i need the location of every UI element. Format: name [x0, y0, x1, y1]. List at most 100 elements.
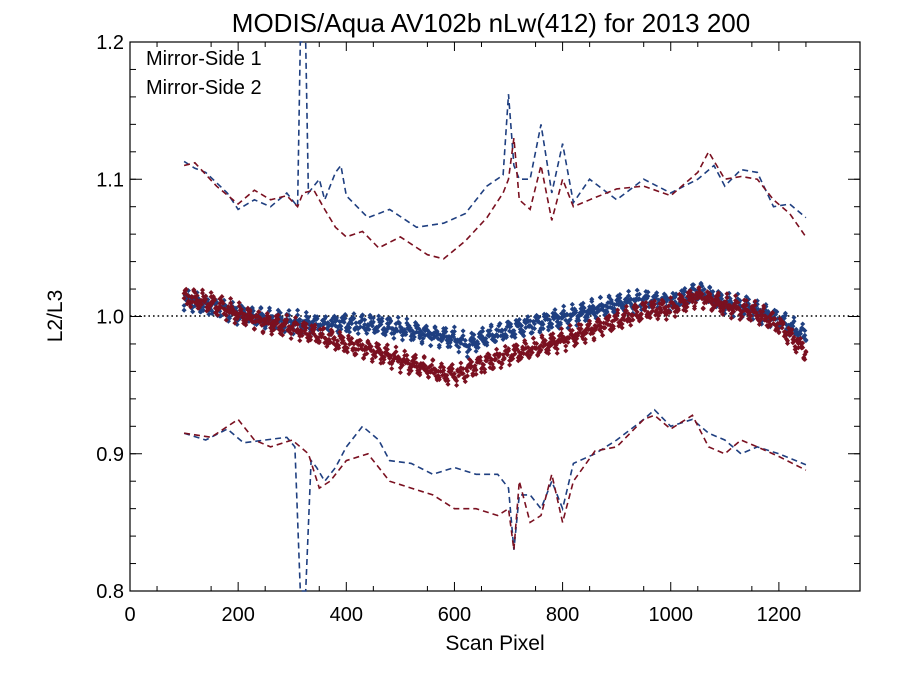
data-point — [492, 357, 499, 363]
data-point — [346, 329, 353, 335]
legend-mirror-side-2: Mirror-Side 2 — [146, 77, 262, 99]
data-point — [460, 366, 466, 372]
data-point — [319, 331, 326, 337]
data-point — [460, 333, 466, 339]
data-point — [554, 346, 560, 352]
data-point — [334, 315, 340, 321]
data-point — [638, 311, 645, 317]
data-point — [327, 340, 333, 346]
data-point — [462, 337, 468, 343]
data-point — [700, 305, 706, 311]
data-point — [684, 301, 690, 307]
data-point — [743, 302, 749, 308]
x-tick-label: 400 — [330, 604, 363, 626]
data-point — [362, 317, 368, 323]
data-point — [376, 313, 382, 319]
data-point — [512, 334, 518, 341]
data-point — [181, 295, 187, 301]
data-point — [591, 335, 597, 341]
data-point — [504, 352, 510, 358]
data-point — [619, 321, 625, 327]
data-point — [748, 313, 754, 319]
data-point — [523, 341, 529, 347]
data-point — [450, 334, 456, 340]
data-point — [530, 335, 536, 341]
data-point — [480, 325, 486, 331]
x-tick-label: 1200 — [757, 604, 802, 626]
data-point — [384, 346, 390, 352]
data-point — [595, 316, 601, 322]
data-point — [370, 315, 376, 321]
data-point — [733, 293, 739, 299]
data-point — [336, 345, 342, 351]
data-point — [329, 328, 335, 334]
data-point — [429, 362, 435, 368]
data-point — [518, 354, 525, 360]
data-point — [464, 368, 470, 374]
data-point — [554, 350, 560, 356]
data-point — [549, 321, 555, 327]
data-point — [335, 338, 341, 344]
data-point — [460, 370, 466, 377]
data-point — [271, 327, 277, 333]
data-point — [464, 373, 470, 379]
data-point — [473, 367, 479, 373]
data-point — [784, 340, 791, 346]
data-point — [451, 324, 457, 330]
data-point — [569, 327, 575, 333]
data-point — [574, 340, 580, 346]
legend: Mirror-Side 1 Mirror-Side 2 — [146, 48, 262, 99]
data-point — [199, 287, 206, 293]
data-point — [602, 324, 608, 331]
data-point — [364, 330, 370, 336]
data-point — [684, 304, 690, 310]
data-point — [447, 344, 453, 350]
data-point — [394, 328, 400, 334]
data-point — [232, 320, 238, 326]
data-point — [366, 326, 372, 332]
data-point — [472, 363, 478, 369]
data-point — [769, 310, 775, 316]
data-point — [626, 293, 632, 299]
data-point — [359, 312, 366, 318]
data-point — [521, 333, 527, 339]
data-point — [630, 312, 636, 318]
y-tick-label: 0.8 — [96, 581, 124, 603]
data-point — [619, 325, 625, 331]
data-point — [690, 282, 697, 288]
data-point — [338, 323, 344, 329]
data-point — [448, 337, 454, 343]
x-tick-label: 0 — [124, 604, 135, 626]
data-point — [563, 317, 569, 323]
data-point — [507, 362, 513, 368]
data-point — [266, 317, 273, 323]
data-point — [569, 301, 575, 307]
data-point — [235, 314, 241, 320]
data-point — [353, 351, 359, 357]
data-point — [340, 334, 346, 341]
data-point — [682, 285, 688, 292]
data-point — [402, 348, 408, 354]
data-point — [537, 329, 543, 335]
data-point — [561, 303, 567, 309]
data-point — [451, 328, 457, 334]
y-tick-label: 1.2 — [96, 32, 124, 54]
y-tick-label: 0.9 — [96, 444, 124, 466]
data-point — [800, 340, 806, 346]
data-point — [353, 320, 359, 326]
data-point — [469, 359, 475, 365]
data-point — [797, 331, 804, 337]
data-point — [228, 296, 234, 302]
data-point — [462, 379, 468, 385]
data-point — [503, 334, 509, 340]
data-point — [536, 314, 542, 320]
data-point — [299, 333, 305, 339]
data-point — [312, 324, 318, 331]
data-point — [321, 326, 327, 332]
data-point — [297, 316, 303, 322]
data-point — [379, 315, 385, 321]
data-point — [724, 291, 730, 297]
data-point — [220, 300, 226, 306]
data-point — [502, 327, 508, 333]
data-point — [477, 354, 483, 360]
